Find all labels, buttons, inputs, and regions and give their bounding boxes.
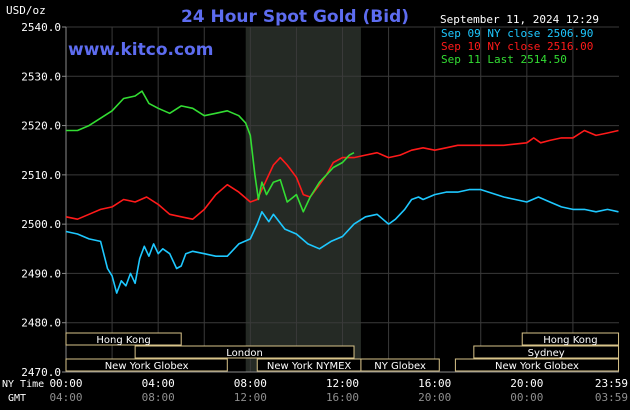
y-tick-label-7: 2470.0 [21,366,61,379]
x-tick-ny-1: 04:00 [142,377,175,390]
session-bar-2 [134,345,355,359]
gmt-label: GMT [8,393,26,404]
x-tick-ny-0: 00:00 [49,377,82,390]
x-tick-ny-5: 20:00 [510,377,543,390]
session-bar-6 [360,358,440,372]
legend-sep09: Sep 09 NY close 2506.90 [441,27,593,40]
series-layer [65,90,619,294]
y-tick-label-6: 2480.0 [21,317,61,330]
session-label-1: Hong Kong [543,335,597,346]
session-label-5: New York NYMEX [267,361,352,372]
plot-frame [65,27,619,373]
series-line-2 [66,90,355,213]
y-tick-label-0: 2540.0 [21,21,61,34]
x-tick-gmt-0: 04:00 [49,391,82,404]
x-tick-gmt-3: 16:00 [326,391,359,404]
session-label-6: NY Globex [374,361,426,372]
date-label: September 11, 2024 12:29 [440,13,599,26]
chart-title: 24 Hour Spot Gold (Bid) [181,7,409,27]
ny-time-label: NY Time [2,379,44,390]
x-axis: 00:0004:0004:0008:0008:0012:0012:0016:00… [49,377,628,404]
session-label-7: New York Globex [495,361,579,372]
y-axis: 2540.0 2530.0 2520.0 2510.0 2500.0 2490.0 2480… [21,21,66,379]
series-line-1 [65,129,619,220]
x-tick-gmt-1: 08:00 [142,391,175,404]
nymex-session-shade [245,27,361,372]
x-tick-gmt-6: 03:59 [595,391,628,404]
legend: Sep 09 NY close 2506.90 Sep 10 NY close … [441,27,593,66]
legend-sep11: Sep 11 Last 2514.50 [441,53,567,66]
x-tick-ny-4: 16:00 [418,377,451,390]
y-tick-label-2: 2520.0 [21,120,61,133]
watermark: www.kitco.com [68,40,213,60]
market-sessions: Hong Kong Hong Kong London Sydney New York G… [65,332,620,372]
session-bar-4 [65,358,228,372]
legend-sep10: Sep 10 NY close 2516.00 [441,40,593,53]
x-tick-ny-2: 08:00 [234,377,267,390]
y-tick-label-1: 2530.0 [21,70,61,83]
y-tick-label-4: 2500.0 [21,218,61,231]
session-bar-3 [473,345,620,359]
session-bar-7 [454,358,620,372]
x-tick-gmt-5: 00:00 [510,391,543,404]
session-label-0: Hong Kong [96,335,150,346]
session-bar-1 [521,332,620,346]
session-label-4: New York Globex [105,361,189,372]
series-line-0 [65,188,619,294]
x-tick-ny-3: 12:00 [326,377,359,390]
y-tick-label-5: 2490.0 [21,267,61,280]
session-label-2: London [226,348,263,359]
x-tick-gmt-4: 20:00 [418,391,451,404]
unit-label: USD/oz [6,4,46,17]
x-tick-ny-6: 23:59 [595,377,628,390]
x-tick-gmt-2: 12:00 [234,391,267,404]
y-tick-label-3: 2510.0 [21,169,61,182]
session-bar-0 [65,332,182,346]
session-label-3: Sydney [528,348,565,359]
